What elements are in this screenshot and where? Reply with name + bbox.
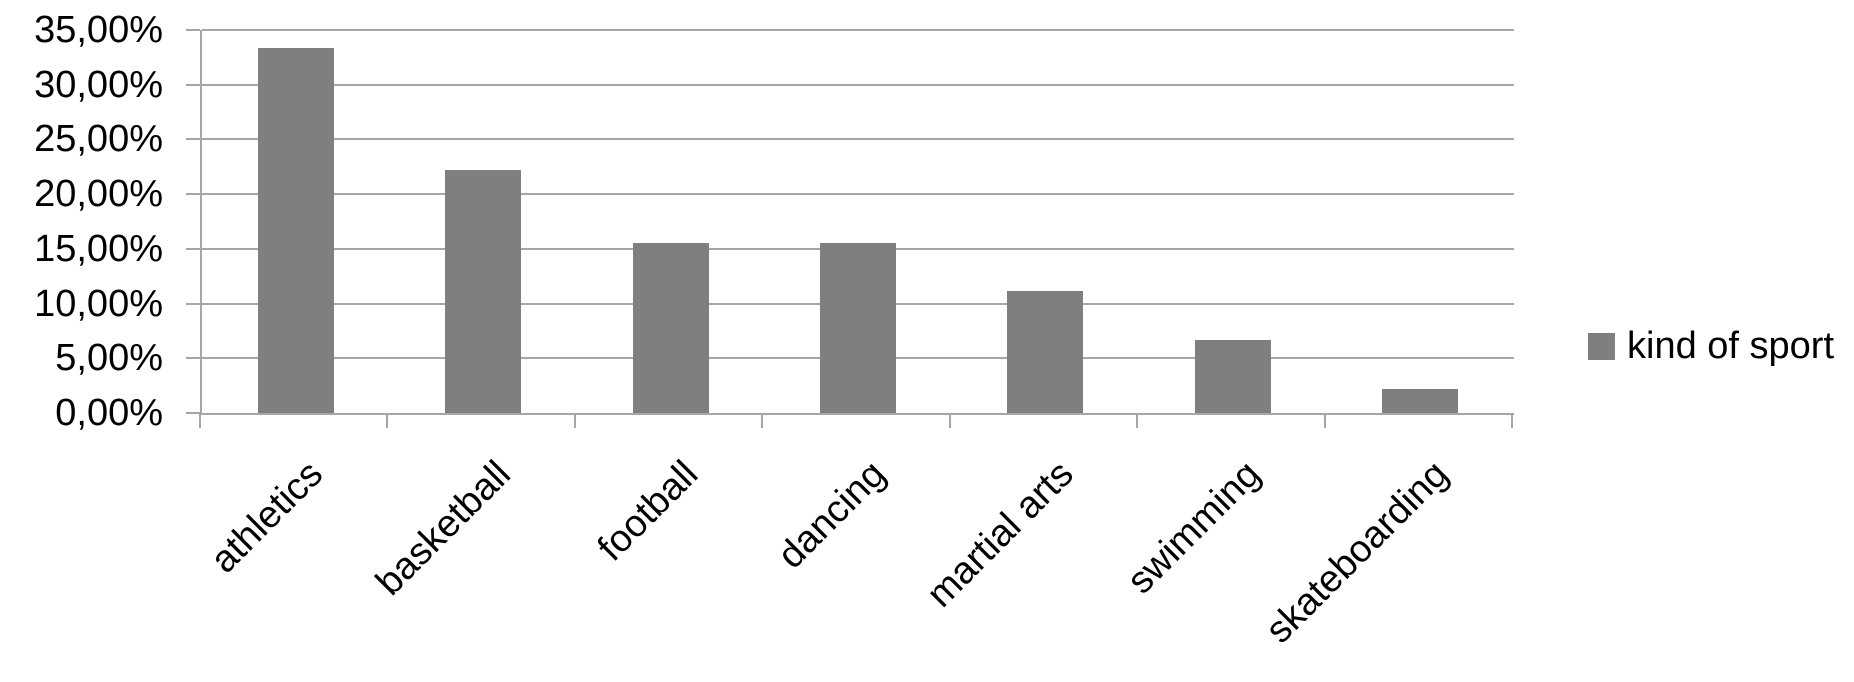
x-axis-tick bbox=[1511, 413, 1513, 428]
x-axis-label-skateboarding: skateboarding bbox=[1257, 453, 1456, 652]
y-axis-tick-label: 10,00% bbox=[34, 282, 163, 325]
bar-basketball bbox=[445, 169, 522, 413]
bar-dancing bbox=[820, 242, 896, 413]
y-axis-tick-label: 35,00% bbox=[34, 9, 163, 51]
x-axis-label-football: football bbox=[589, 453, 707, 570]
gridline bbox=[202, 193, 1514, 196]
plot-area bbox=[200, 29, 1514, 415]
gridline bbox=[202, 138, 1514, 141]
bar-martial-arts bbox=[1007, 291, 1084, 413]
y-axis-tick-label: 15,00% bbox=[34, 227, 163, 270]
x-axis-tick bbox=[573, 413, 576, 428]
y-axis-tick bbox=[186, 138, 200, 141]
x-axis-label-martial-arts: martial arts bbox=[918, 453, 1082, 616]
gridline bbox=[202, 83, 1514, 86]
bar-skateboarding bbox=[1382, 388, 1459, 413]
y-axis-tick-label: 20,00% bbox=[34, 173, 163, 216]
y-axis-tick-label: 0,00% bbox=[55, 392, 163, 434]
y-axis-tick bbox=[186, 193, 200, 196]
legend-swatch-icon bbox=[1588, 332, 1615, 360]
legend-label: kind of sport bbox=[1627, 325, 1834, 367]
y-axis-tick bbox=[186, 412, 200, 414]
x-axis-tick bbox=[1323, 413, 1326, 428]
bar-football bbox=[632, 242, 709, 413]
x-axis-label-swimming: swimming bbox=[1119, 453, 1269, 603]
legend: kind of sport bbox=[1588, 326, 1834, 366]
bar-athletics bbox=[257, 48, 334, 413]
y-axis-tick-label: 30,00% bbox=[34, 63, 163, 106]
x-axis-tick bbox=[761, 413, 764, 428]
x-axis-tick bbox=[386, 413, 389, 428]
y-axis-tick bbox=[186, 247, 200, 250]
y-axis-tick-label: 5,00% bbox=[55, 337, 163, 380]
gridline bbox=[202, 29, 1514, 31]
y-axis-tick bbox=[186, 357, 200, 360]
y-axis-tick bbox=[186, 83, 200, 86]
y-axis-tick bbox=[186, 29, 200, 31]
bar-swimming bbox=[1194, 340, 1271, 413]
y-axis-tick bbox=[186, 302, 200, 305]
y-axis-tick-label: 25,00% bbox=[34, 118, 163, 161]
x-axis-label-dancing: dancing bbox=[769, 453, 894, 577]
x-axis-tick bbox=[199, 413, 201, 428]
x-axis-tick bbox=[1136, 413, 1139, 428]
x-axis-label-athletics: athletics bbox=[203, 453, 332, 582]
x-axis-label-basketball: basketball bbox=[368, 453, 519, 604]
x-axis-tick bbox=[948, 413, 951, 428]
